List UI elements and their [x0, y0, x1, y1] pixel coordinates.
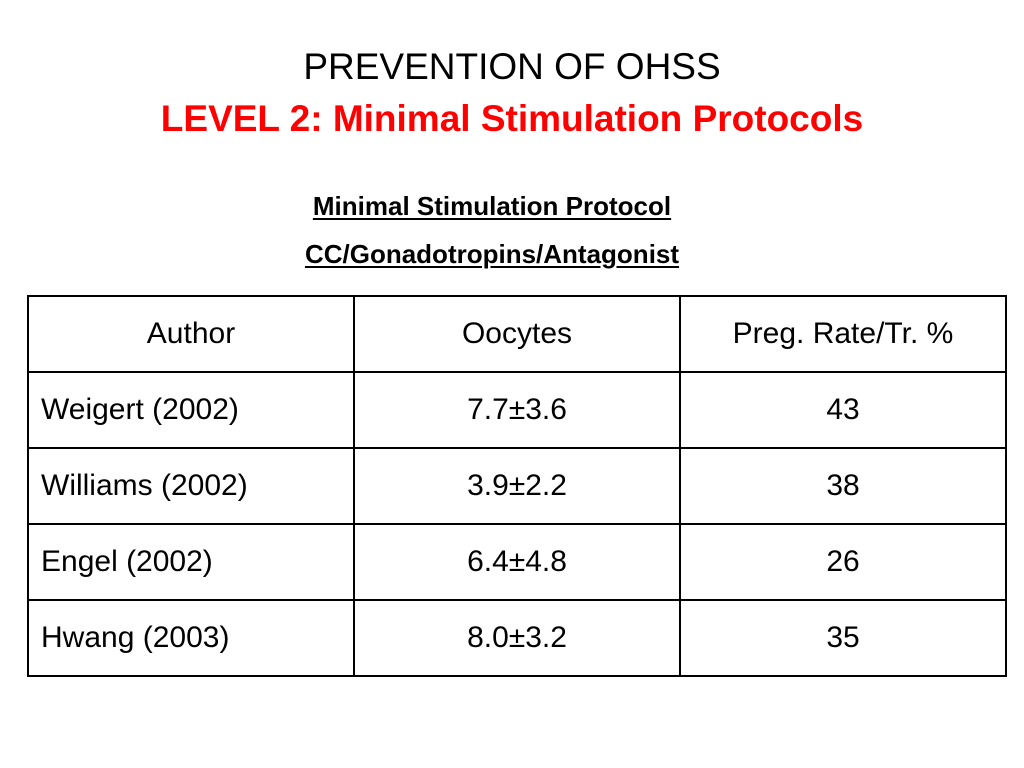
header-author: Author [27, 295, 355, 373]
slide-subtitle-red: LEVEL 2: Minimal Stimulation Protocols [160, 98, 864, 139]
table-header-row: Author Oocytes Preg. Rate/Tr. % [27, 295, 1007, 373]
cell-oocytes: 8.0±3.2 [353, 599, 681, 677]
slide-title: PREVENTION OF OHSS [303, 46, 721, 87]
cell-preg-rate: 38 [679, 447, 1007, 525]
header-preg-rate: Preg. Rate/Tr. % [679, 295, 1007, 373]
table-row: Engel (2002) 6.4±4.8 26 [27, 523, 1007, 601]
cell-preg-rate: 35 [679, 599, 1007, 677]
table-row: Williams (2002) 3.9±2.2 38 [27, 447, 1007, 525]
cell-preg-rate: 43 [679, 371, 1007, 449]
cell-author: Williams (2002) [27, 447, 355, 525]
cell-oocytes: 3.9±2.2 [353, 447, 681, 525]
table-row: Hwang (2003) 8.0±3.2 35 [27, 599, 1007, 677]
cell-author: Engel (2002) [27, 523, 355, 601]
cell-author: Hwang (2003) [27, 599, 355, 677]
table-row: Weigert (2002) 7.7±3.6 43 [27, 371, 1007, 449]
cell-oocytes: 6.4±4.8 [353, 523, 681, 601]
cell-oocytes: 7.7±3.6 [353, 371, 681, 449]
cell-author: Weigert (2002) [27, 371, 355, 449]
header-oocytes: Oocytes [353, 295, 681, 373]
table-caption-protocol: Minimal Stimulation Protocol [312, 191, 672, 221]
cell-preg-rate: 26 [679, 523, 1007, 601]
table-caption-regimen: CC/Gonadotropins/Antagonist [304, 239, 680, 269]
results-table: Author Oocytes Preg. Rate/Tr. % Weigert … [27, 295, 1007, 677]
